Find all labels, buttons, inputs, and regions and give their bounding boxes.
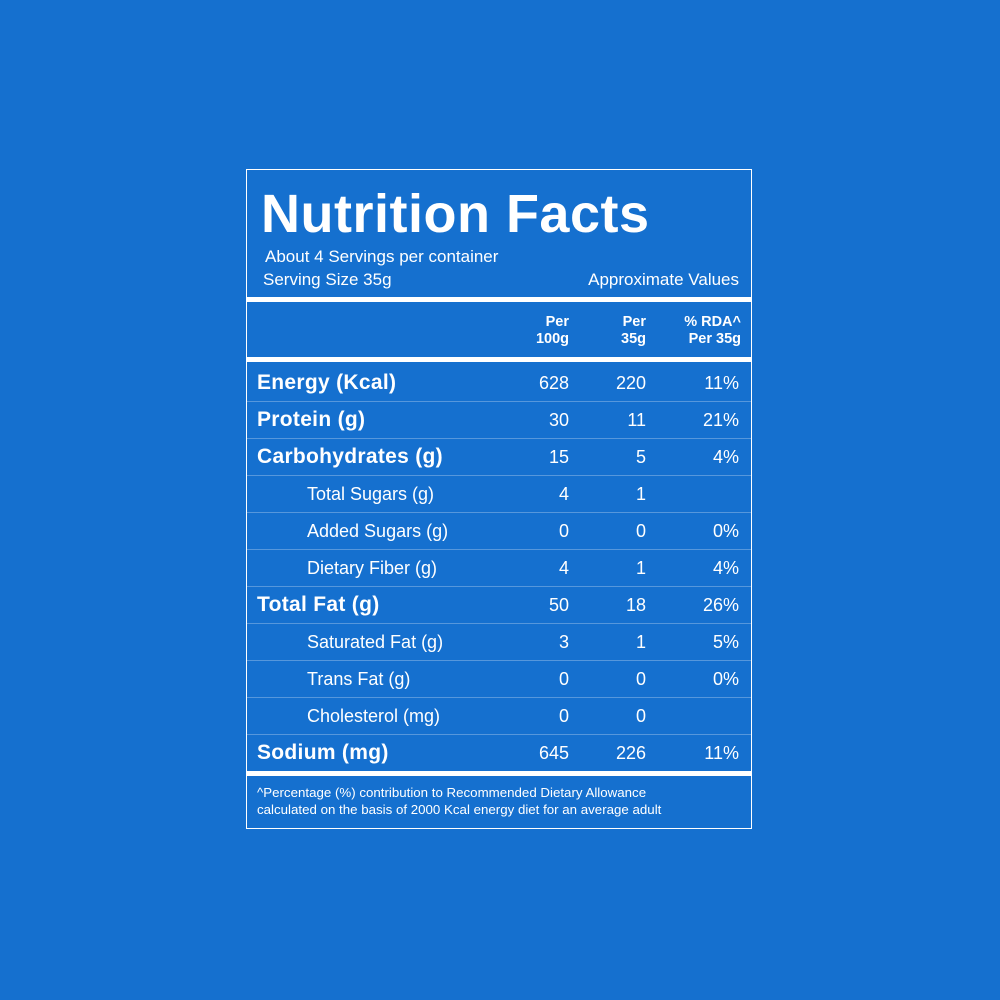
value-per-100g: 50	[548, 595, 569, 615]
nutrient-name: Added Sugars (g)	[307, 521, 449, 541]
value-per-35g: 226	[615, 743, 646, 763]
nutrient-name: Carbohydrates (g)	[257, 445, 443, 468]
value-per-100g: 0	[558, 706, 569, 726]
nutrient-row: Total Fat (g) 50 18 26%	[247, 587, 751, 624]
nutrient-name: Energy (Kcal)	[257, 371, 397, 394]
nutrient-name: Cholesterol (mg)	[307, 706, 441, 726]
value-per-35g: 5	[635, 447, 646, 467]
value-rda: 0%	[712, 669, 739, 689]
value-per-100g: 30	[548, 410, 569, 430]
value-per-100g: 3	[558, 632, 569, 652]
column-header-per-100g: Per 100g	[535, 314, 569, 347]
nutrient-row: Carbohydrates (g) 15 5 4%	[247, 439, 751, 476]
value-per-35g: 0	[635, 706, 646, 726]
nutrient-row: Added Sugars (g) 0 0 0%	[247, 513, 751, 550]
value-per-100g: 645	[538, 743, 569, 763]
nutrient-row: Protein (g) 30 11 21%	[247, 402, 751, 439]
value-per-100g: 15	[548, 447, 569, 467]
value-rda: 0%	[712, 521, 739, 541]
nutrient-name: Protein (g)	[257, 408, 366, 431]
value-rda: 5%	[712, 632, 739, 652]
divider-top	[247, 297, 751, 302]
nutrient-row: Saturated Fat (g) 3 1 5%	[247, 624, 751, 661]
nutrient-name: Trans Fat (g)	[307, 669, 411, 689]
divider-footnote	[247, 771, 751, 776]
value-per-100g: 0	[558, 669, 569, 689]
servings-per-container: About 4 Servings per container	[265, 247, 499, 266]
nutrient-name: Total Sugars (g)	[307, 484, 435, 504]
value-rda: 4%	[712, 558, 739, 578]
value-rda: 4%	[712, 447, 739, 467]
value-rda: 26%	[702, 595, 739, 615]
nutrient-name: Sodium (mg)	[257, 741, 389, 764]
nutrient-name: Saturated Fat (g)	[307, 632, 444, 652]
nutrition-facts-label: Nutrition Facts About 4 Servings per con…	[246, 169, 752, 829]
footnote-line: ^Percentage (%) contribution to Recommen…	[257, 785, 647, 800]
footnote: ^Percentage (%) contribution to Recommen…	[257, 784, 747, 818]
divider-header	[247, 357, 751, 362]
value-per-100g: 0	[558, 521, 569, 541]
serving-size: Serving Size 35g	[263, 270, 392, 289]
nutrient-name: Total Fat (g)	[257, 593, 380, 616]
value-per-35g: 11	[627, 410, 646, 430]
nutrient-row: Sodium (mg) 645 226 11%	[247, 735, 751, 772]
label-title: Nutrition Facts	[261, 184, 650, 244]
approximate-values-note: Approximate Values	[588, 270, 739, 289]
column-header-per-35g: Per 35g	[621, 314, 646, 347]
value-rda: 11%	[704, 373, 739, 393]
nutrient-table: Energy (Kcal) 628 220 11% Protein (g) 30 11 21%…	[247, 365, 751, 772]
value-per-35g: 220	[615, 373, 646, 393]
value-rda: 11%	[704, 743, 739, 763]
nutrient-row: Total Sugars (g) 4 1	[247, 476, 751, 513]
value-per-35g: 18	[625, 595, 646, 615]
footnote-line: calculated on the basis of 2000 Kcal ene…	[257, 802, 662, 817]
nutrient-row: Energy (Kcal) 628 220 11%	[247, 365, 751, 402]
value-per-100g: 4	[558, 484, 569, 504]
value-per-35g: 1	[635, 558, 646, 578]
value-per-35g: 0	[635, 669, 646, 689]
nutrient-row: Trans Fat (g) 0 0 0%	[247, 661, 751, 698]
value-per-35g: 1	[635, 632, 646, 652]
value-per-35g: 0	[635, 521, 646, 541]
nutrient-row: Cholesterol (mg) 0 0	[247, 698, 751, 735]
value-per-100g: 4	[558, 558, 569, 578]
value-rda: 21%	[702, 410, 739, 430]
value-per-35g: 1	[635, 484, 646, 504]
nutrient-name: Dietary Fiber (g)	[307, 558, 438, 578]
value-per-100g: 628	[538, 373, 569, 393]
nutrient-row: Dietary Fiber (g) 4 1 4%	[247, 550, 751, 587]
column-header-rda: % RDA^ Per 35g	[684, 314, 741, 347]
